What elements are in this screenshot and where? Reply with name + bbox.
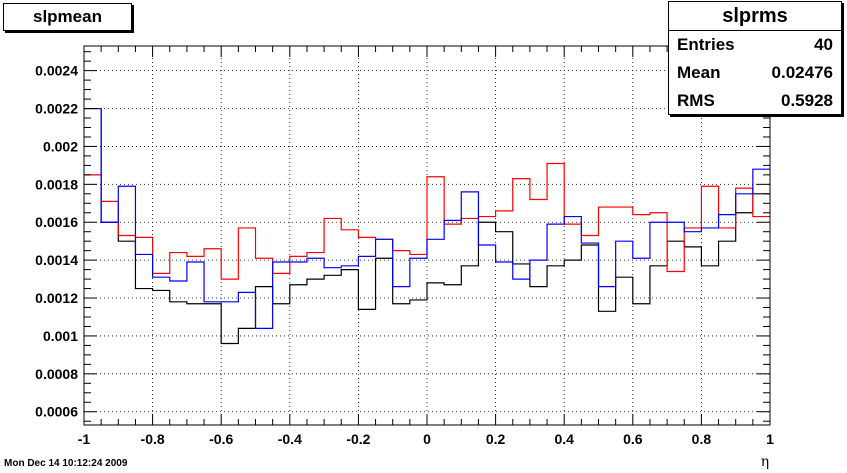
stats-value: 0.02476 xyxy=(771,63,833,82)
stats-title: slprms xyxy=(669,2,841,31)
stats-label: Entries xyxy=(677,35,735,54)
stats-row-rms: RMS 0.5928 xyxy=(669,87,841,115)
series-0-line xyxy=(84,107,770,345)
y-tick-label: 0.0022 xyxy=(35,101,78,117)
y-tick-label: 0.0006 xyxy=(35,404,78,420)
x-tick-label: 0.6 xyxy=(623,431,643,447)
series-layer xyxy=(84,107,770,345)
x-tick-label: 1 xyxy=(766,431,774,447)
x-tick-label: 0 xyxy=(423,431,431,447)
y-tick-label: 0.001 xyxy=(43,328,78,344)
stats-value: 0.5928 xyxy=(781,91,833,110)
y-tick-label: 0.0008 xyxy=(35,366,78,382)
stats-row-entries: Entries 40 xyxy=(669,31,841,59)
y-tick-label: 0.002 xyxy=(43,138,78,154)
x-axis-label: η xyxy=(761,454,769,470)
x-tick-label: 0.2 xyxy=(486,431,506,447)
x-tick-label: 0.4 xyxy=(554,431,574,447)
x-tick-label: -0.6 xyxy=(209,431,233,447)
stats-label: RMS xyxy=(677,91,715,110)
footer-timestamp: Mon Dec 14 10:12:24 2009 xyxy=(4,458,128,469)
y-tick-label: 0.0012 xyxy=(35,290,78,306)
x-tick-label: -0.2 xyxy=(346,431,370,447)
x-tick-label: -0.4 xyxy=(278,431,302,447)
series-2-line xyxy=(84,107,770,329)
axis-labels: -1 -0.8 -0.6 -0.4 -0.2 0 0.2 0.4 0.6 0.8 1 0.0006 0.… xyxy=(35,63,774,470)
stats-box: slprms Entries 40 Mean 0.02476 RMS 0.592… xyxy=(668,1,842,115)
axis-ticks xyxy=(83,46,771,425)
histogram-title: slpmean xyxy=(33,7,102,26)
stats-value: 40 xyxy=(814,35,833,54)
stats-row-mean: Mean 0.02476 xyxy=(669,59,841,87)
x-tick-label: -0.8 xyxy=(141,431,165,447)
x-tick-label: -1 xyxy=(78,431,91,447)
y-tick-label: 0.0024 xyxy=(35,63,78,79)
histogram-title-box: slpmean xyxy=(3,3,132,31)
stats-label: Mean xyxy=(677,63,721,82)
y-tick-label: 0.0014 xyxy=(35,252,78,268)
y-tick-label: 0.0016 xyxy=(35,214,78,230)
y-tick-label: 0.0018 xyxy=(35,176,78,192)
x-tick-label: 0.8 xyxy=(692,431,712,447)
